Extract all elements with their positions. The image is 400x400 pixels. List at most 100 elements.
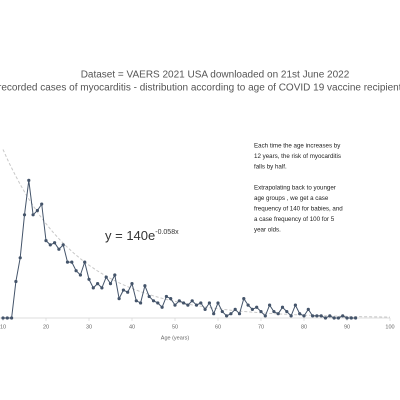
- x-axis-title: Age (years): [161, 335, 190, 341]
- point: [255, 305, 259, 309]
- point: [87, 277, 91, 281]
- point: [173, 303, 177, 307]
- point: [186, 303, 190, 307]
- point: [263, 314, 267, 318]
- annotation-line: frequency of 140 for babies, and: [254, 206, 343, 213]
- point: [53, 241, 57, 245]
- point: [121, 288, 125, 292]
- point: [323, 316, 328, 320]
- point: [332, 316, 336, 320]
- point: [83, 260, 87, 264]
- x-tick-label: 100: [385, 324, 394, 330]
- annotation-line: a case frequency of 100 for 5: [254, 216, 335, 223]
- annotation-line: Each time the age increases by: [254, 143, 341, 150]
- point: [315, 314, 319, 318]
- trendline: [2, 149, 390, 318]
- point: [280, 305, 285, 309]
- point: [156, 301, 160, 305]
- point: [65, 260, 70, 264]
- point: [130, 282, 134, 286]
- point: [212, 312, 216, 316]
- point: [5, 316, 9, 320]
- annotation-line: age groups , we get a case: [254, 195, 329, 202]
- point: [27, 178, 31, 182]
- point: [242, 297, 246, 301]
- point: [306, 307, 310, 311]
- point: [319, 314, 323, 318]
- point: [354, 316, 358, 320]
- point: [276, 312, 280, 316]
- point: [61, 243, 65, 247]
- point: [104, 275, 108, 279]
- point: [113, 273, 117, 277]
- chart-title: Dataset = VAERS 2021 USA downloaded on 2…: [81, 70, 350, 81]
- point: [190, 299, 194, 303]
- point: [246, 303, 250, 307]
- point: [177, 299, 181, 303]
- point: [22, 213, 27, 217]
- point: [57, 247, 61, 251]
- point: [237, 312, 242, 316]
- point: [311, 314, 315, 318]
- point: [229, 312, 233, 316]
- annotation-line: year olds.: [254, 227, 281, 234]
- equation-text: y = 140e: [105, 228, 155, 243]
- equation: y = 140e-0.058x: [105, 228, 179, 243]
- point: [328, 314, 332, 318]
- x-tick-label: 90: [344, 324, 350, 330]
- point: [147, 294, 151, 299]
- chart-subtitle: recorded cases of myocarditis - distribu…: [0, 83, 400, 94]
- point: [169, 297, 173, 301]
- point: [336, 316, 340, 320]
- point: [91, 286, 95, 290]
- annotation-line: Extrapolating back to younger: [254, 185, 336, 192]
- point: [139, 301, 143, 305]
- point: [40, 202, 44, 206]
- point: [126, 290, 130, 294]
- point: [48, 243, 52, 247]
- x-tick-label: 70: [258, 324, 264, 330]
- x-tick-label: 40: [129, 324, 135, 330]
- point: [74, 269, 78, 273]
- point: [194, 303, 199, 307]
- x-tick-label: 60: [215, 324, 221, 330]
- point: [44, 239, 48, 243]
- point: [151, 299, 156, 303]
- point: [289, 314, 293, 318]
- x-tick-label: 20: [43, 324, 49, 330]
- point: [233, 307, 237, 311]
- point: [272, 309, 276, 314]
- point: [10, 316, 14, 320]
- point: [31, 213, 35, 217]
- point: [96, 282, 100, 286]
- point: [259, 309, 263, 314]
- point: [117, 297, 121, 301]
- point: [203, 307, 207, 311]
- point: [70, 260, 74, 264]
- point: [349, 316, 353, 320]
- point: [250, 307, 254, 311]
- point: [164, 294, 168, 299]
- point: [302, 314, 306, 318]
- point: [182, 301, 186, 305]
- annotation-line: falls by half.: [254, 164, 287, 171]
- point: [225, 314, 229, 318]
- point: [199, 301, 203, 305]
- point: [268, 303, 272, 307]
- x-tick-label: 30: [86, 324, 92, 330]
- equation-exponent: -0.058x: [155, 229, 179, 236]
- point: [293, 303, 297, 307]
- point: [35, 208, 40, 213]
- point: [78, 273, 82, 277]
- point: [341, 314, 345, 318]
- annotation-line: 12 years, the risk of myocarditis: [254, 153, 341, 160]
- point: [216, 301, 220, 305]
- point: [108, 282, 113, 286]
- point: [143, 284, 147, 288]
- x-tick-label: 10: [0, 324, 6, 330]
- point: [1, 316, 5, 320]
- point: [207, 301, 211, 305]
- point: [14, 279, 18, 284]
- point: [160, 305, 164, 309]
